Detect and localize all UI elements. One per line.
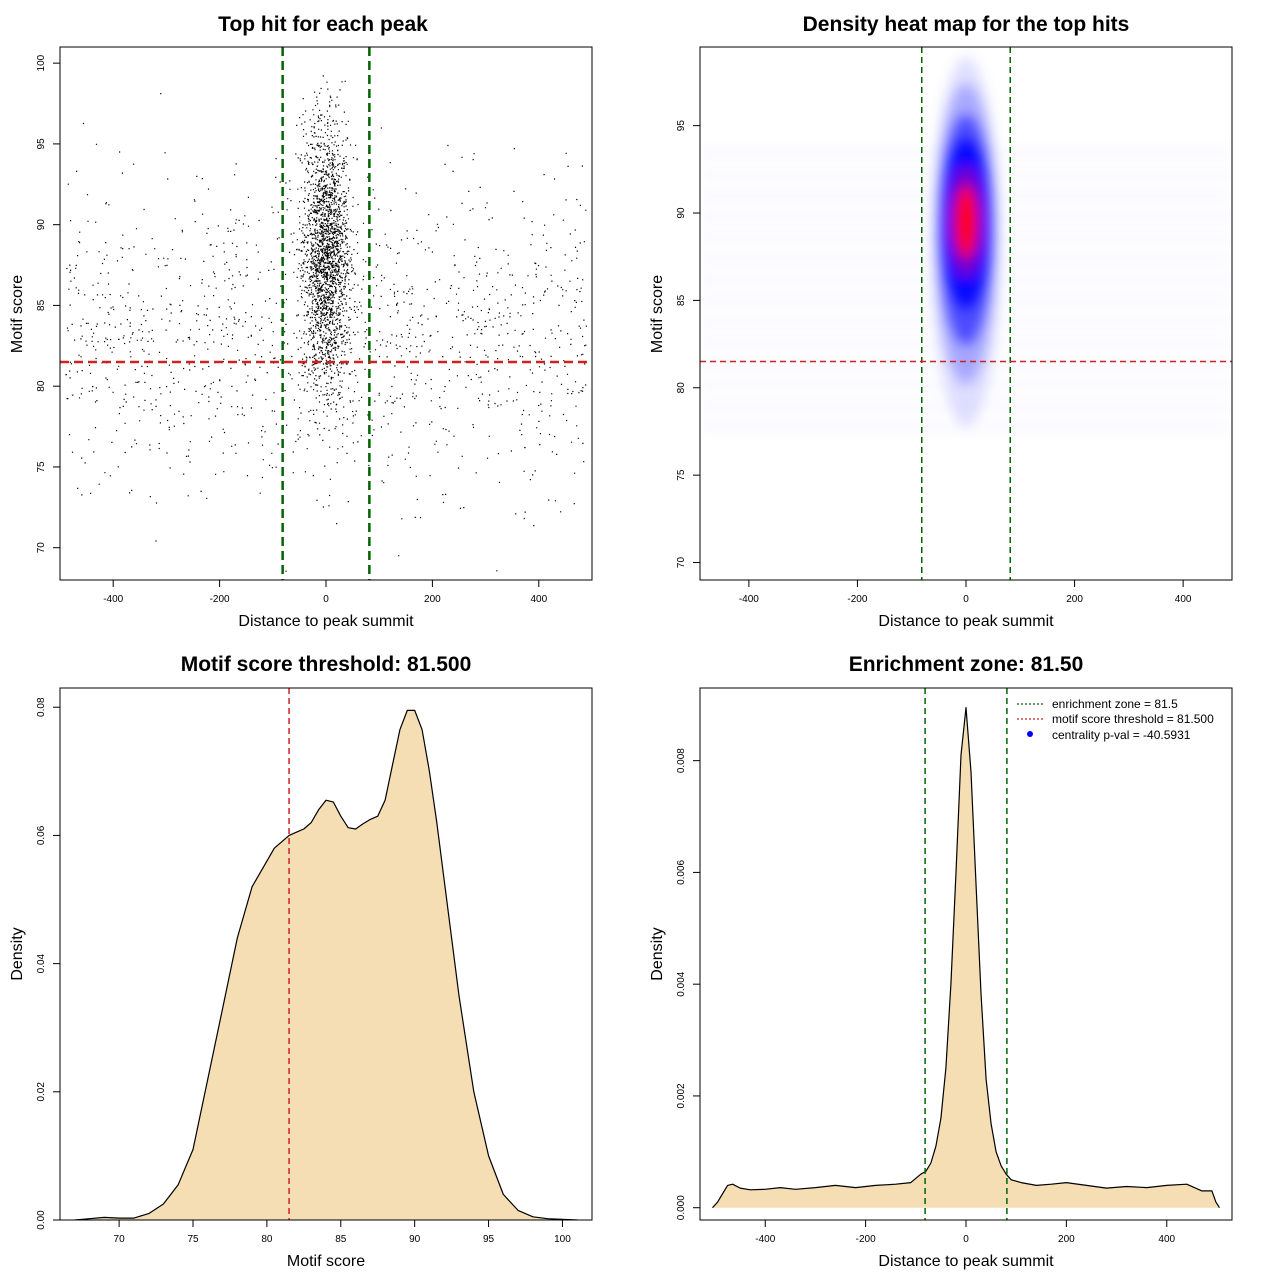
- x-tick-label: 80: [261, 1234, 273, 1245]
- y-tick-label: 90: [676, 207, 687, 219]
- density-curve: [712, 707, 1221, 1209]
- score-density-x-label: Motif score: [287, 1253, 365, 1270]
- scatter-point-cloud: [65, 75, 587, 572]
- heatmap-title: Density heat map for the top hits: [803, 13, 1130, 36]
- y-tick-label: 85: [36, 299, 47, 311]
- x-tick-label: -400: [739, 594, 759, 605]
- density-fill: [712, 707, 1220, 1208]
- heatmap-x-label: Distance to peak summit: [878, 613, 1054, 630]
- heatmap-reference-lines: [700, 47, 1232, 580]
- y-tick-label: 0.08: [36, 697, 47, 717]
- score-density-y-label: Density: [9, 927, 26, 980]
- scatter-y-ticks: 70 75 80 85 90 95 100: [36, 54, 60, 553]
- heatmap-density-level: [955, 185, 977, 258]
- y-tick-label: 80: [36, 380, 47, 392]
- x-tick-label: 75: [187, 1234, 199, 1245]
- y-tick-label: 0.02: [36, 1082, 47, 1102]
- x-tick-label: -200: [856, 1234, 876, 1245]
- y-tick-label: 80: [676, 382, 687, 394]
- x-tick-label: 100: [554, 1234, 571, 1245]
- y-tick-label: 0.000: [676, 1195, 687, 1220]
- y-tick-label: 95: [676, 120, 687, 132]
- y-tick-label: 0.006: [676, 859, 687, 884]
- legend: enrichment zone = 81.5 motif score thres…: [1017, 697, 1214, 742]
- score-density-title: Motif score threshold: 81.500: [181, 653, 472, 676]
- scatter-x-ticks: -400 -200 0 200 400: [103, 580, 548, 605]
- legend-enrichment-label: enrichment zone = 81.5: [1052, 697, 1178, 711]
- density-fill: [74, 710, 578, 1220]
- heatmap-cells: [932, 56, 1000, 427]
- x-tick-label: 95: [483, 1234, 495, 1245]
- distance-density-panel: Enrichment zone: 81.50 -400 -200 0 200 400 0…: [649, 653, 1233, 1270]
- heatmap-x-ticks: -400 -200 0 200 400: [739, 580, 1192, 605]
- scatter-title: Top hit for each peak: [218, 13, 428, 36]
- y-tick-label: 100: [36, 54, 47, 71]
- y-tick-label: 70: [676, 557, 687, 569]
- density-curve: [74, 709, 578, 1220]
- x-tick-label: -200: [847, 594, 867, 605]
- y-tick-label: 0.002: [676, 1083, 687, 1108]
- legend-pval-label: centrality p-val = -40.5931: [1052, 728, 1191, 742]
- x-tick-label: 200: [1066, 594, 1083, 605]
- x-tick-label: 0: [963, 594, 969, 605]
- scatter-x-label: Distance to peak summit: [238, 613, 414, 630]
- y-tick-label: 0.00: [36, 1210, 47, 1230]
- y-tick-label: 95: [36, 138, 47, 150]
- y-tick-label: 0.04: [36, 953, 47, 973]
- x-tick-label: 200: [1058, 1234, 1075, 1245]
- distance-density-title: Enrichment zone: 81.50: [849, 653, 1084, 676]
- y-tick-label: 0.06: [36, 825, 47, 845]
- y-tick-label: 85: [676, 294, 687, 306]
- score-density-x-ticks: 70 75 80 85 90 95 100: [114, 1220, 571, 1245]
- x-tick-label: -400: [755, 1234, 775, 1245]
- x-tick-label: -400: [103, 594, 123, 605]
- distance-density-x-ticks: -400 -200 0 200 400: [755, 1220, 1176, 1245]
- x-tick-label: 200: [424, 594, 441, 605]
- distance-density-y-ticks: 0.000 0.002 0.004 0.006 0.008: [676, 748, 700, 1220]
- scatter-y-label: Motif score: [9, 275, 26, 353]
- x-tick-label: 400: [530, 594, 547, 605]
- score-density-y-ticks: 0.00 0.02 0.04 0.06 0.08: [36, 697, 60, 1230]
- y-tick-label: 0.004: [676, 971, 687, 996]
- distance-density-x-label: Distance to peak summit: [878, 1253, 1054, 1270]
- y-tick-label: 75: [676, 469, 687, 481]
- x-tick-label: 70: [114, 1234, 126, 1245]
- score-density-area: [74, 709, 578, 1220]
- y-tick-label: 90: [36, 219, 47, 231]
- legend-threshold-label: motif score threshold = 81.500: [1052, 712, 1214, 726]
- distance-density-y-label: Density: [649, 927, 666, 980]
- heatmap-y-ticks: 70 75 80 85 90 95: [676, 120, 700, 568]
- y-tick-label: 0.008: [676, 748, 687, 773]
- heatmap-density: [932, 56, 1000, 427]
- x-tick-label: 0: [963, 1234, 969, 1245]
- scatter-reference-lines: [60, 47, 592, 580]
- x-tick-label: 90: [409, 1234, 421, 1245]
- x-tick-label: -200: [210, 594, 230, 605]
- distance-density-area: [712, 707, 1221, 1209]
- score-density-plot-frame: [59, 687, 593, 1221]
- scatter-panel: Top hit for each peak -400 -200 0 200 400 70…: [9, 13, 593, 630]
- heatmap-y-label: Motif score: [649, 275, 666, 353]
- x-tick-label: 85: [335, 1234, 347, 1245]
- x-tick-label: 400: [1158, 1234, 1175, 1245]
- legend-pval-point: [1027, 731, 1033, 737]
- y-tick-label: 70: [36, 542, 47, 554]
- score-density-panel: Motif score threshold: 81.500 70 75 80 85 90…: [9, 653, 593, 1270]
- x-tick-label: 400: [1175, 594, 1192, 605]
- heatmap-panel: Density heat map for the top hits -400 -2…: [649, 13, 1233, 630]
- y-tick-label: 75: [36, 461, 47, 473]
- distance-density-reference-lines: [924, 688, 1008, 1220]
- x-tick-label: 0: [323, 594, 329, 605]
- scatter-points: [65, 75, 587, 572]
